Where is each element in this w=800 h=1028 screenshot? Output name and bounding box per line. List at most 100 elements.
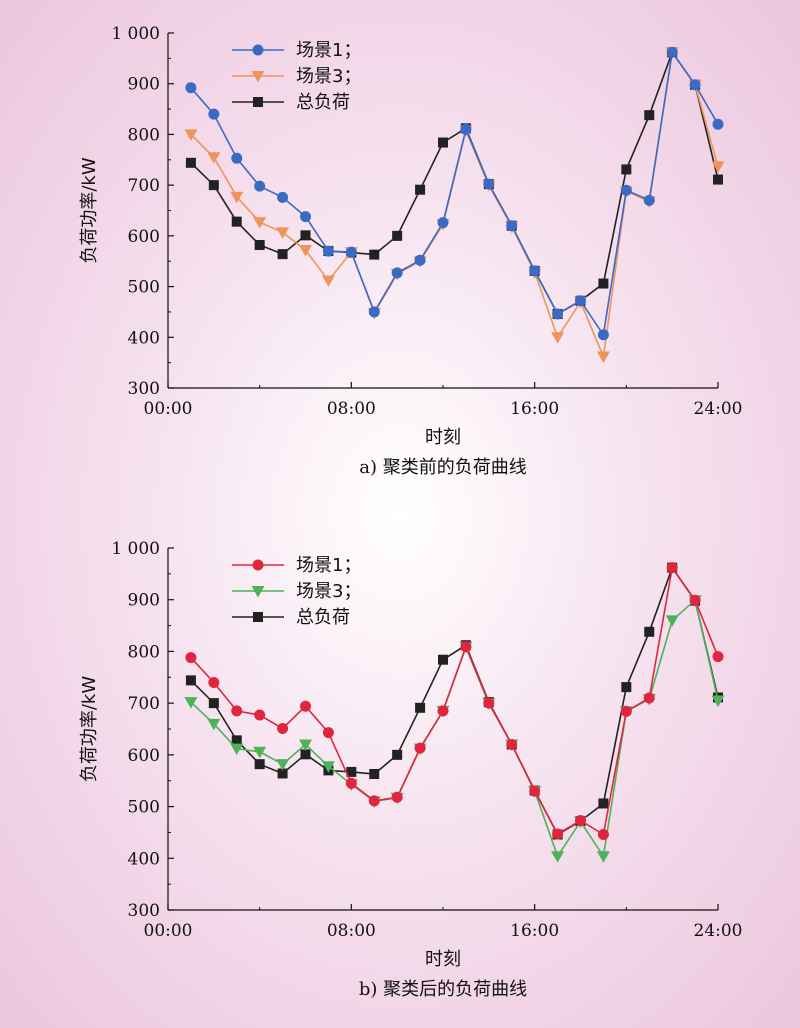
legend-label: 总负荷 — [296, 607, 350, 628]
data-point — [415, 184, 426, 195]
data-point — [184, 697, 198, 709]
data-point — [620, 184, 632, 196]
data-point — [392, 749, 403, 760]
series-line — [190, 565, 719, 836]
data-point — [369, 249, 380, 260]
legend-label: 总负荷 — [296, 92, 350, 113]
x-tick-label: 24:00 — [694, 399, 743, 419]
data-point — [575, 815, 586, 827]
data-point — [665, 615, 679, 627]
legend-label: 场景1； — [296, 40, 361, 61]
data-point — [231, 735, 242, 746]
data-point — [369, 768, 380, 779]
x-tick-label: 08:00 — [327, 921, 376, 941]
y-tick-label: 800 — [128, 642, 160, 662]
data-point — [208, 108, 220, 120]
data-point — [231, 216, 242, 227]
data-point — [438, 137, 448, 148]
x-tick-label: 00:00 — [144, 921, 193, 941]
data-point — [185, 652, 197, 664]
data-point — [277, 249, 288, 260]
data-point — [322, 245, 334, 257]
data-point — [712, 651, 724, 663]
data-point — [483, 697, 495, 709]
y-tick-label: 300 — [128, 379, 160, 399]
data-point — [254, 759, 265, 770]
data-point — [551, 332, 565, 344]
data-point — [208, 698, 219, 709]
x-axis-title: 时刻 — [425, 427, 461, 448]
data-point — [713, 174, 723, 185]
data-point — [185, 675, 196, 686]
data-point — [506, 220, 518, 232]
data-point — [689, 79, 701, 91]
legend-label: 场景3； — [296, 581, 361, 602]
data-point — [231, 705, 243, 717]
y-tick-label: 500 — [128, 798, 160, 818]
data-point — [254, 180, 266, 192]
series-line — [190, 50, 719, 337]
data-point — [321, 275, 335, 287]
data-point — [185, 157, 196, 168]
data-point — [299, 739, 312, 752]
data-point — [529, 785, 541, 797]
data-point — [598, 798, 609, 809]
data-point — [231, 152, 243, 164]
data-point — [598, 278, 609, 289]
data-point — [253, 746, 267, 759]
y-tick-label: 900 — [128, 75, 160, 95]
data-point — [368, 795, 380, 807]
data-point — [276, 759, 290, 771]
series-line — [190, 598, 719, 859]
y-tick-label: 300 — [128, 901, 160, 921]
data-point — [689, 594, 701, 606]
figure-caption: b) 聚类后的负荷曲线 — [359, 979, 527, 1000]
data-point — [552, 308, 564, 320]
y-tick-label: 400 — [128, 328, 160, 348]
y-axis-title: 负荷功率/kW — [79, 676, 100, 782]
data-point — [414, 254, 426, 266]
data-point — [346, 766, 357, 777]
data-point — [620, 705, 632, 717]
figure-caption: a) 聚类前的负荷曲线 — [359, 457, 526, 478]
series-line — [190, 50, 719, 360]
series-line — [190, 565, 719, 836]
y-tick-label: 500 — [128, 278, 160, 298]
x-tick-label: 24:00 — [694, 921, 743, 941]
y-axis-title: 负荷功率/kW — [79, 157, 100, 263]
data-point — [277, 191, 289, 203]
data-point — [438, 654, 448, 665]
legend-marker — [251, 586, 265, 598]
data-point — [300, 749, 311, 760]
x-tick-label: 16:00 — [510, 921, 559, 941]
data-point — [414, 742, 426, 754]
data-point — [299, 245, 312, 257]
legend-marker — [251, 71, 265, 83]
data-point — [368, 306, 380, 318]
x-axis-title: 时刻 — [425, 949, 461, 970]
data-point — [711, 161, 725, 173]
y-tick-label: 600 — [128, 746, 160, 766]
data-point — [621, 682, 632, 693]
data-point — [596, 351, 610, 364]
data-point — [437, 705, 449, 717]
y-tick-label: 600 — [128, 227, 160, 247]
data-point — [597, 828, 609, 840]
data-point — [643, 692, 655, 704]
legend-marker — [253, 97, 263, 107]
data-point — [277, 768, 288, 779]
data-point — [230, 191, 244, 204]
data-point — [415, 702, 426, 713]
data-point — [596, 851, 610, 863]
y-tick-label: 700 — [128, 176, 160, 196]
data-point — [254, 709, 266, 721]
data-point — [345, 777, 357, 789]
data-point — [300, 211, 311, 223]
x-tick-label: 08:00 — [327, 399, 376, 419]
data-point — [552, 828, 564, 840]
data-point — [276, 227, 290, 239]
legend-marker — [252, 44, 264, 56]
data-point — [300, 230, 311, 241]
